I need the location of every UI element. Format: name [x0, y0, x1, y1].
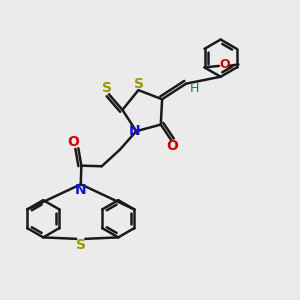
Text: O: O [219, 58, 230, 71]
Text: S: S [102, 81, 112, 95]
Text: O: O [166, 139, 178, 153]
Text: S: S [134, 77, 144, 91]
Text: O: O [67, 135, 79, 149]
Text: N: N [129, 124, 141, 138]
Text: S: S [76, 238, 86, 253]
Text: H: H [190, 82, 199, 94]
Text: N: N [75, 183, 87, 197]
